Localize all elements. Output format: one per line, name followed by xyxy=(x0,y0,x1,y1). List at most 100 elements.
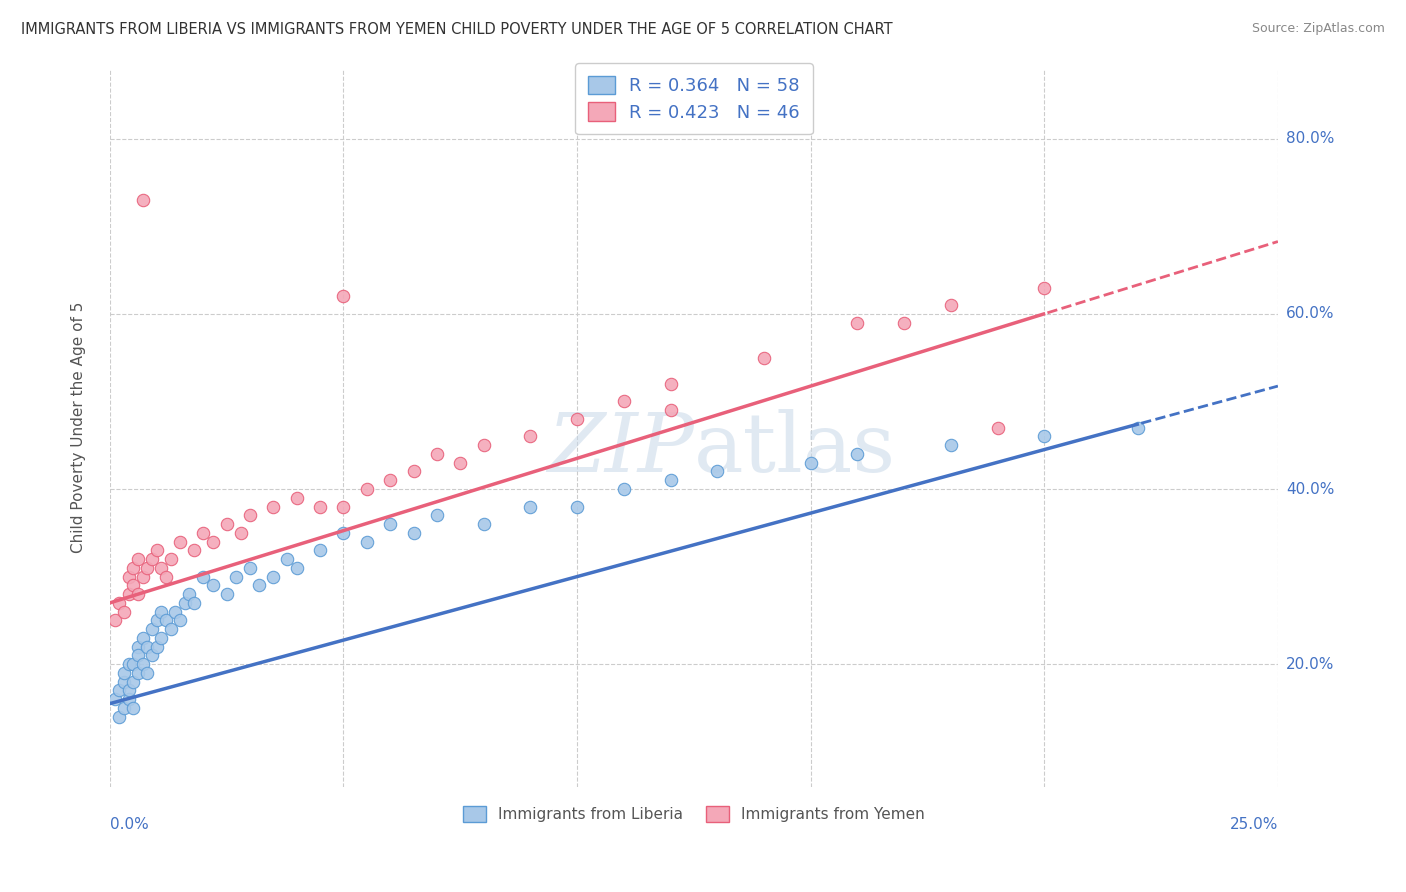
Point xyxy=(127,665,149,680)
Point xyxy=(426,508,449,523)
Text: Source: ZipAtlas.com: Source: ZipAtlas.com xyxy=(1251,22,1385,36)
Point xyxy=(141,648,163,663)
Point xyxy=(117,657,139,672)
Point xyxy=(846,316,869,330)
Point xyxy=(449,456,471,470)
Point xyxy=(215,587,238,601)
Point xyxy=(136,640,159,654)
Point xyxy=(169,614,191,628)
Point xyxy=(117,692,139,706)
Point xyxy=(402,525,425,540)
Text: ZIP: ZIP xyxy=(547,409,695,489)
Point xyxy=(402,465,425,479)
Text: IMMIGRANTS FROM LIBERIA VS IMMIGRANTS FROM YEMEN CHILD POVERTY UNDER THE AGE OF : IMMIGRANTS FROM LIBERIA VS IMMIGRANTS FR… xyxy=(21,22,893,37)
Point xyxy=(183,543,205,558)
Point xyxy=(285,561,308,575)
Point xyxy=(247,578,270,592)
Point xyxy=(145,640,167,654)
Point xyxy=(165,605,187,619)
Point xyxy=(159,552,181,566)
Point xyxy=(155,569,177,583)
Point xyxy=(179,587,201,601)
Point xyxy=(117,683,139,698)
Point xyxy=(380,473,402,487)
Point xyxy=(193,569,215,583)
Point xyxy=(229,525,252,540)
Point xyxy=(519,500,541,514)
Point xyxy=(426,447,449,461)
Point xyxy=(136,665,159,680)
Point xyxy=(565,412,588,426)
Point xyxy=(706,465,728,479)
Point xyxy=(846,447,869,461)
Point xyxy=(519,429,541,443)
Point xyxy=(145,543,167,558)
Point xyxy=(127,640,149,654)
Point xyxy=(117,569,139,583)
Point xyxy=(201,578,224,592)
Point xyxy=(122,701,145,715)
Point xyxy=(659,403,682,417)
Point xyxy=(122,561,145,575)
Point xyxy=(112,701,135,715)
Point xyxy=(893,316,915,330)
Point xyxy=(103,692,125,706)
Point xyxy=(150,631,173,645)
Point xyxy=(131,657,153,672)
Point xyxy=(356,534,378,549)
Point xyxy=(939,438,962,452)
Point xyxy=(103,614,125,628)
Point xyxy=(309,543,332,558)
Point xyxy=(112,605,135,619)
Point xyxy=(169,534,191,549)
Point xyxy=(112,665,135,680)
Point xyxy=(183,596,205,610)
Point xyxy=(136,561,159,575)
Point xyxy=(380,516,402,531)
Point xyxy=(150,561,173,575)
Point xyxy=(1033,429,1056,443)
Point xyxy=(122,578,145,592)
Point xyxy=(309,500,332,514)
Point xyxy=(127,648,149,663)
Point xyxy=(117,587,139,601)
Point xyxy=(659,473,682,487)
Point xyxy=(155,614,177,628)
Point xyxy=(752,351,775,365)
Point xyxy=(141,552,163,566)
Point xyxy=(987,420,1010,434)
Point xyxy=(285,491,308,505)
Point xyxy=(141,622,163,636)
Point xyxy=(613,394,636,409)
Y-axis label: Child Poverty Under the Age of 5: Child Poverty Under the Age of 5 xyxy=(72,302,86,553)
Text: 40.0%: 40.0% xyxy=(1286,482,1334,497)
Text: 80.0%: 80.0% xyxy=(1286,131,1334,146)
Point xyxy=(800,456,823,470)
Point xyxy=(276,552,298,566)
Point xyxy=(613,482,636,496)
Point xyxy=(565,500,588,514)
Text: 25.0%: 25.0% xyxy=(1230,817,1278,832)
Point xyxy=(127,587,149,601)
Point xyxy=(108,710,131,724)
Point xyxy=(239,508,262,523)
Point xyxy=(193,525,215,540)
Point xyxy=(122,674,145,689)
Text: 20.0%: 20.0% xyxy=(1286,657,1334,672)
Point xyxy=(215,516,238,531)
Point xyxy=(145,614,167,628)
Point xyxy=(356,482,378,496)
Point xyxy=(332,289,354,303)
Point xyxy=(173,596,195,610)
Point xyxy=(127,552,149,566)
Point xyxy=(472,438,495,452)
Point xyxy=(939,298,962,312)
Point xyxy=(108,596,131,610)
Text: 0.0%: 0.0% xyxy=(110,817,149,832)
Point xyxy=(131,193,153,207)
Point xyxy=(332,500,354,514)
Point xyxy=(659,376,682,391)
Point xyxy=(131,631,153,645)
Point xyxy=(201,534,224,549)
Point xyxy=(112,674,135,689)
